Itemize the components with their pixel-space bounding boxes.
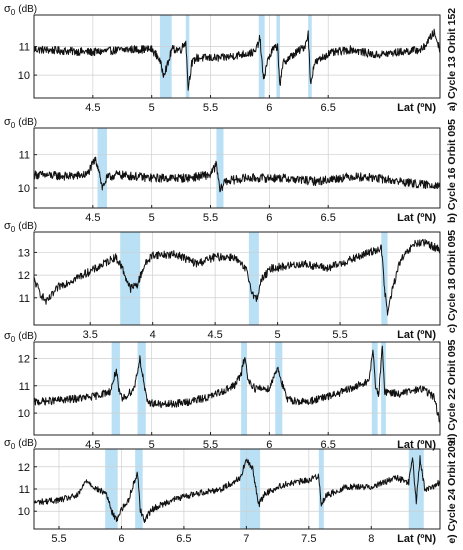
- y-tick-label: 10: [18, 183, 30, 195]
- panel-1: 4.5 5 5.5 6 6.5 10 11 σ0 (dB) Lat (ºN) a) Cycle 13…: [4, 3, 458, 114]
- x-tick-label: 6.5: [321, 212, 336, 224]
- y-tick-label: 13: [18, 247, 30, 259]
- plot-frame: [33, 127, 441, 209]
- x-tick-label: 5.5: [203, 102, 218, 114]
- x-tick-label: 5.5: [203, 439, 218, 451]
- series-line: [33, 28, 441, 91]
- series-line: [33, 238, 441, 316]
- x-tick-label: 6: [266, 212, 272, 224]
- y-tick-label: 11: [19, 484, 30, 496]
- panel-label: c) Cycle 18 Orbit 095: [446, 230, 458, 333]
- x-axis-label: Lat (ºN): [397, 439, 436, 451]
- panel-label: b) Cycle 16 Orbit 095: [446, 119, 458, 223]
- x-axis-label: Lat (ºN): [397, 329, 436, 341]
- y-tick-label: 10: [18, 506, 30, 518]
- y-axis-subscript: 0: [11, 8, 16, 17]
- highlight-band: [241, 342, 248, 435]
- highlight-band: [381, 342, 386, 435]
- y-axis-unit: (dB): [18, 117, 37, 128]
- y-axis-label: σ0 (dB): [4, 220, 37, 234]
- x-tick-label: 6: [118, 533, 124, 545]
- y-axis-symbol: σ: [4, 220, 11, 232]
- y-axis-unit: (dB): [18, 221, 37, 232]
- y-axis-unit: (dB): [18, 4, 37, 15]
- highlight-band: [371, 342, 378, 435]
- y-tick-label: 12: [18, 270, 30, 282]
- x-tick-label: 6.5: [321, 439, 336, 451]
- highlight-band: [137, 342, 146, 435]
- x-tick-label: 7: [243, 533, 249, 545]
- highlight-band: [248, 232, 259, 325]
- x-tick-label: 5.5: [203, 212, 218, 224]
- panel-5: 5.5 6 6.5 7 7.5 8 10 11 12 σ0 (dB) Lat (ºN) e) Cycle…: [4, 437, 458, 545]
- plot-frame: [33, 14, 441, 99]
- y-tick-label: 11: [19, 293, 30, 305]
- x-tick-label: 4.5: [85, 212, 100, 224]
- panel-label: a) Cycle 13 Orbit 152: [446, 8, 458, 111]
- highlight-band: [159, 15, 172, 98]
- x-tick-label: 5.5: [51, 533, 66, 545]
- y-axis-symbol: σ: [4, 330, 11, 342]
- y-axis-subscript: 0: [11, 442, 16, 451]
- y-axis-unit: (dB): [18, 438, 37, 449]
- highlight-band: [97, 128, 107, 208]
- y-tick-label: 11: [19, 150, 30, 162]
- panel-label: e) Cycle 24 Orbit 209: [446, 440, 458, 543]
- plot-frame: [33, 231, 441, 326]
- series-line: [33, 455, 441, 524]
- series-line: [33, 345, 441, 425]
- y-axis-symbol: σ: [4, 437, 11, 449]
- highlight-band: [308, 15, 312, 98]
- y-tick-label: 12: [18, 353, 30, 365]
- x-tick-label: 4.5: [207, 329, 222, 341]
- y-axis-symbol: σ: [4, 116, 11, 128]
- y-axis-symbol: σ: [4, 3, 11, 15]
- panel-label: d) Cycle 22 Orbit 095: [446, 339, 458, 443]
- y-tick-label: 10: [18, 70, 30, 82]
- y-axis-label: σ0 (dB): [4, 437, 37, 451]
- highlight-band: [381, 232, 388, 325]
- x-tick-label: 6.5: [176, 533, 191, 545]
- x-tick-label: 6: [266, 439, 272, 451]
- x-axis-label: Lat (ºN): [397, 102, 436, 114]
- x-tick-label: 8: [368, 533, 374, 545]
- y-tick-label: 12: [18, 462, 30, 474]
- x-tick-label: 4.5: [85, 439, 100, 451]
- x-tick-label: 4: [150, 329, 156, 341]
- x-tick-label: 6: [266, 102, 272, 114]
- x-tick-label: 6.5: [321, 102, 336, 114]
- x-axis-label: Lat (ºN): [397, 533, 436, 545]
- y-tick-label: 10: [18, 408, 30, 420]
- y-axis-subscript: 0: [11, 121, 16, 130]
- highlight-band: [185, 15, 190, 98]
- x-tick-label: 3.5: [83, 329, 98, 341]
- y-tick-label: 11: [19, 41, 30, 53]
- y-axis-subscript: 0: [11, 225, 16, 234]
- x-tick-label: 5: [275, 329, 281, 341]
- x-tick-label: 5: [149, 439, 155, 451]
- panel-2: 4.5 5 5.5 6 6.5 10 11 σ0 (dB) Lat (ºN) b) Cycle 16…: [4, 116, 458, 224]
- y-axis-label: σ0 (dB): [4, 330, 37, 344]
- x-tick-label: 5.5: [332, 329, 347, 341]
- x-tick-label: 5: [149, 102, 155, 114]
- y-axis-unit: (dB): [18, 331, 37, 342]
- highlight-band: [216, 128, 224, 208]
- x-tick-label: 7.5: [301, 533, 316, 545]
- highlight-band: [275, 342, 283, 435]
- highlight-band: [120, 232, 141, 325]
- y-axis-label: σ0 (dB): [4, 116, 37, 130]
- x-tick-label: 4.5: [85, 102, 100, 114]
- y-axis-label: σ0 (dB): [4, 3, 37, 17]
- y-axis-subscript: 0: [11, 335, 16, 344]
- plot-frame: [33, 341, 441, 436]
- x-axis-label: Lat (ºN): [397, 212, 436, 224]
- x-tick-label: 5: [149, 212, 155, 224]
- y-tick-label: 11: [19, 381, 30, 393]
- series-line: [33, 156, 441, 193]
- highlight-band: [111, 342, 120, 435]
